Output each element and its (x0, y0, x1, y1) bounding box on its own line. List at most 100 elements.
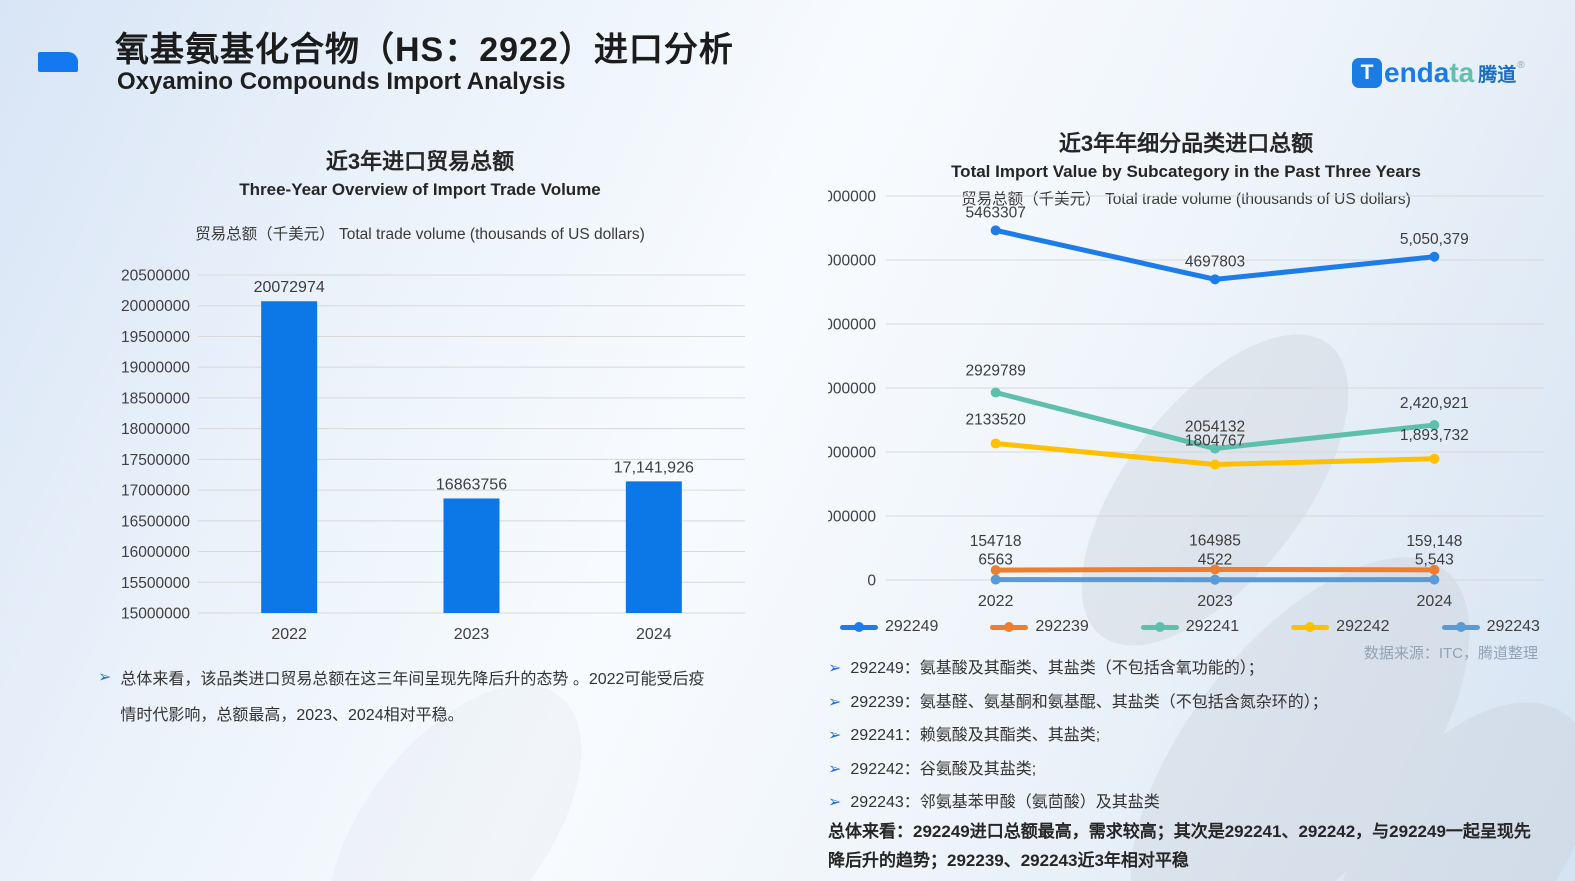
y-tick-label: 19500000 (121, 329, 190, 346)
y-tick-label: 0 (867, 573, 876, 590)
data-point-292239 (990, 565, 1001, 576)
line-chart-unit-label: 贸易总额（千美元） Total trade volume (thousands … (961, 191, 1411, 208)
point-value-label-292243: 6563 (978, 552, 1012, 569)
data-point-292239 (1429, 564, 1440, 575)
bullet-item: ➢ 292241：赖氨酸及其酯类、其盐类; (828, 725, 1552, 747)
bullet-text: 292249：氨基酸及其酯类、其盐类（不包括含氧功能的）； (850, 660, 1264, 677)
x-tick-label: 2023 (1197, 593, 1233, 610)
x-tick-label: 2022 (978, 593, 1014, 610)
page-title: 氧基氨基化合物（HS：2922）进口分析 (115, 31, 734, 69)
line-chart-legend: 292249 292239 292241 292242 292243 (840, 618, 1540, 636)
bar (625, 481, 682, 613)
point-value-label-292249: 5,050,379 (1400, 231, 1469, 248)
legend-item-292243: 292243 (1441, 618, 1540, 636)
bar (443, 498, 500, 613)
data-point-292243 (1210, 574, 1220, 585)
x-tick-label: 2024 (1417, 593, 1453, 610)
data-point-292243 (990, 574, 1001, 585)
summary-text: 总体来看：292249进口总额最高，需求较高；其次是292241、292242，… (828, 822, 1531, 870)
legend-marker-icon (1291, 622, 1330, 632)
legend-marker-icon (990, 622, 1029, 632)
y-tick-label: 6000000 (828, 189, 876, 206)
legend-item-292239: 292239 (990, 618, 1089, 636)
subcategory-definitions: ➢ 292249：氨基酸及其酯类、其盐类（不包括含氧功能的）； ➢ 292239：氨基… (828, 658, 1552, 826)
bar-chart-header: 近3年进口贸易总额 Three-Year Overview of Import … (90, 144, 750, 244)
point-value-label-292239: 159,148 (1406, 533, 1462, 550)
data-point-292249 (1210, 274, 1220, 285)
y-tick-label: 18000000 (121, 421, 190, 438)
point-value-label-292243: 5,543 (1415, 552, 1454, 569)
point-value-label-292242: 1,893,732 (1400, 427, 1469, 444)
legend-marker-icon (840, 622, 878, 632)
page-subtitle: Oxyamino Compounds Import Analysis (117, 68, 566, 95)
bar-value-label: 16863756 (436, 476, 507, 493)
point-value-label-292249: 5463307 (965, 204, 1025, 221)
legend-marker-icon (1441, 622, 1480, 632)
y-tick-label: 20000000 (121, 298, 190, 315)
logo-word-teal: ta (1449, 57, 1475, 88)
title-accent-bar (38, 52, 78, 72)
bullet-text: 292242：谷氨酸及其盐类; (850, 760, 1037, 778)
bullet-text: 292239：氨基醛、氨基酮和氨基醌、其盐类（不包括含氮杂环的）； (850, 693, 1328, 711)
point-value-label-292243: 4522 (1198, 552, 1232, 569)
y-tick-label: 1000000 (828, 509, 876, 526)
point-value-label-292241: 2929789 (965, 362, 1025, 379)
tendata-logo-word: endata (1384, 58, 1474, 88)
legend-label: 292249 (885, 618, 939, 635)
legend-item-292241: 292241 (1140, 618, 1240, 636)
bar-chart-note: ➢ 总体来看，该品类进口贸易总额在这三年间呈现先降后升的态势 。2022可能受后… (98, 662, 713, 734)
point-value-label-292242: 1804767 (1185, 432, 1245, 449)
data-point-292241 (1429, 420, 1440, 431)
line-chart-title: 近3年年细分品类进口总额 (1058, 131, 1314, 156)
data-source-note: 数据来源：ITC，腾道整理 (1363, 645, 1538, 662)
registered-mark: ® (1517, 59, 1525, 71)
data-point-292239 (1210, 564, 1220, 575)
x-tick-label: 2024 (636, 626, 672, 643)
bullet-item: ➢ 292242：谷氨酸及其盐类; (828, 759, 1552, 781)
bar-chart-title: 近3年进口贸易总额 (325, 149, 515, 174)
y-tick-label: 16500000 (121, 513, 190, 530)
legend-label: 292239 (1035, 618, 1089, 635)
bar-chart-subtitle: Three-Year Overview of Import Trade Volu… (239, 180, 601, 199)
bar (261, 301, 318, 613)
y-tick-label: 15000000 (121, 606, 190, 623)
bullet-item: ➢ 292249：氨基酸及其酯类、其盐类（不包括含氧功能的）； (828, 658, 1552, 680)
point-value-label-292241: 2054132 (1185, 419, 1245, 436)
y-tick-label: 19000000 (121, 360, 190, 377)
data-point-292243 (1429, 574, 1440, 585)
bullet-item: ➢ 292243：邻氨基苯甲酸（氨茴酸）及其盐类 (828, 792, 1552, 814)
y-tick-label: 5000000 (828, 253, 876, 270)
tendata-logo-icon: T (1352, 58, 1382, 88)
legend-label: 292242 (1336, 618, 1390, 635)
legend-dot-icon (1305, 622, 1316, 632)
y-tick-label: 17500000 (121, 452, 190, 469)
line-chart-subtitle: Total Import Value by Subcategory in the… (951, 162, 1421, 181)
data-point-292241 (1210, 443, 1220, 454)
legend-dot-icon (1455, 622, 1466, 632)
legend-dot-icon (1154, 622, 1165, 632)
bullet-arrow-icon: ➢ (828, 727, 842, 744)
legend-dot-icon (1004, 622, 1015, 632)
y-tick-label: 17000000 (121, 483, 190, 500)
legend-item-292249: 292249 (840, 618, 938, 636)
logo-word-blue: enda (1384, 57, 1450, 88)
legend-dot-icon (854, 622, 864, 632)
bullet-arrow-icon: ➢ (98, 669, 112, 686)
bullet-item: ➢ 292239：氨基醛、氨基酮和氨基醌、其盐类（不包括含氮杂环的）； (828, 692, 1552, 714)
legend-label: 292241 (1185, 618, 1240, 635)
bullet-arrow-icon: ➢ (828, 660, 842, 677)
legend-item-292242: 292242 (1291, 618, 1390, 636)
point-value-label-292241: 2,420,921 (1400, 395, 1469, 412)
data-point-292242 (1210, 459, 1220, 470)
bullet-arrow-icon: ➢ (828, 760, 842, 778)
data-point-292249 (1429, 251, 1440, 262)
legend-marker-icon (1140, 622, 1179, 632)
bar-value-label: 20072974 (254, 279, 325, 296)
bar-chart: 20500000 20000000 19500000 19000000 18500000… (121, 268, 745, 643)
data-point-292249 (990, 225, 1001, 236)
x-tick-label: 2023 (454, 626, 490, 643)
bar-chart-unit-label: 贸易总额（千美元） Total trade volume (thousands … (195, 226, 645, 243)
